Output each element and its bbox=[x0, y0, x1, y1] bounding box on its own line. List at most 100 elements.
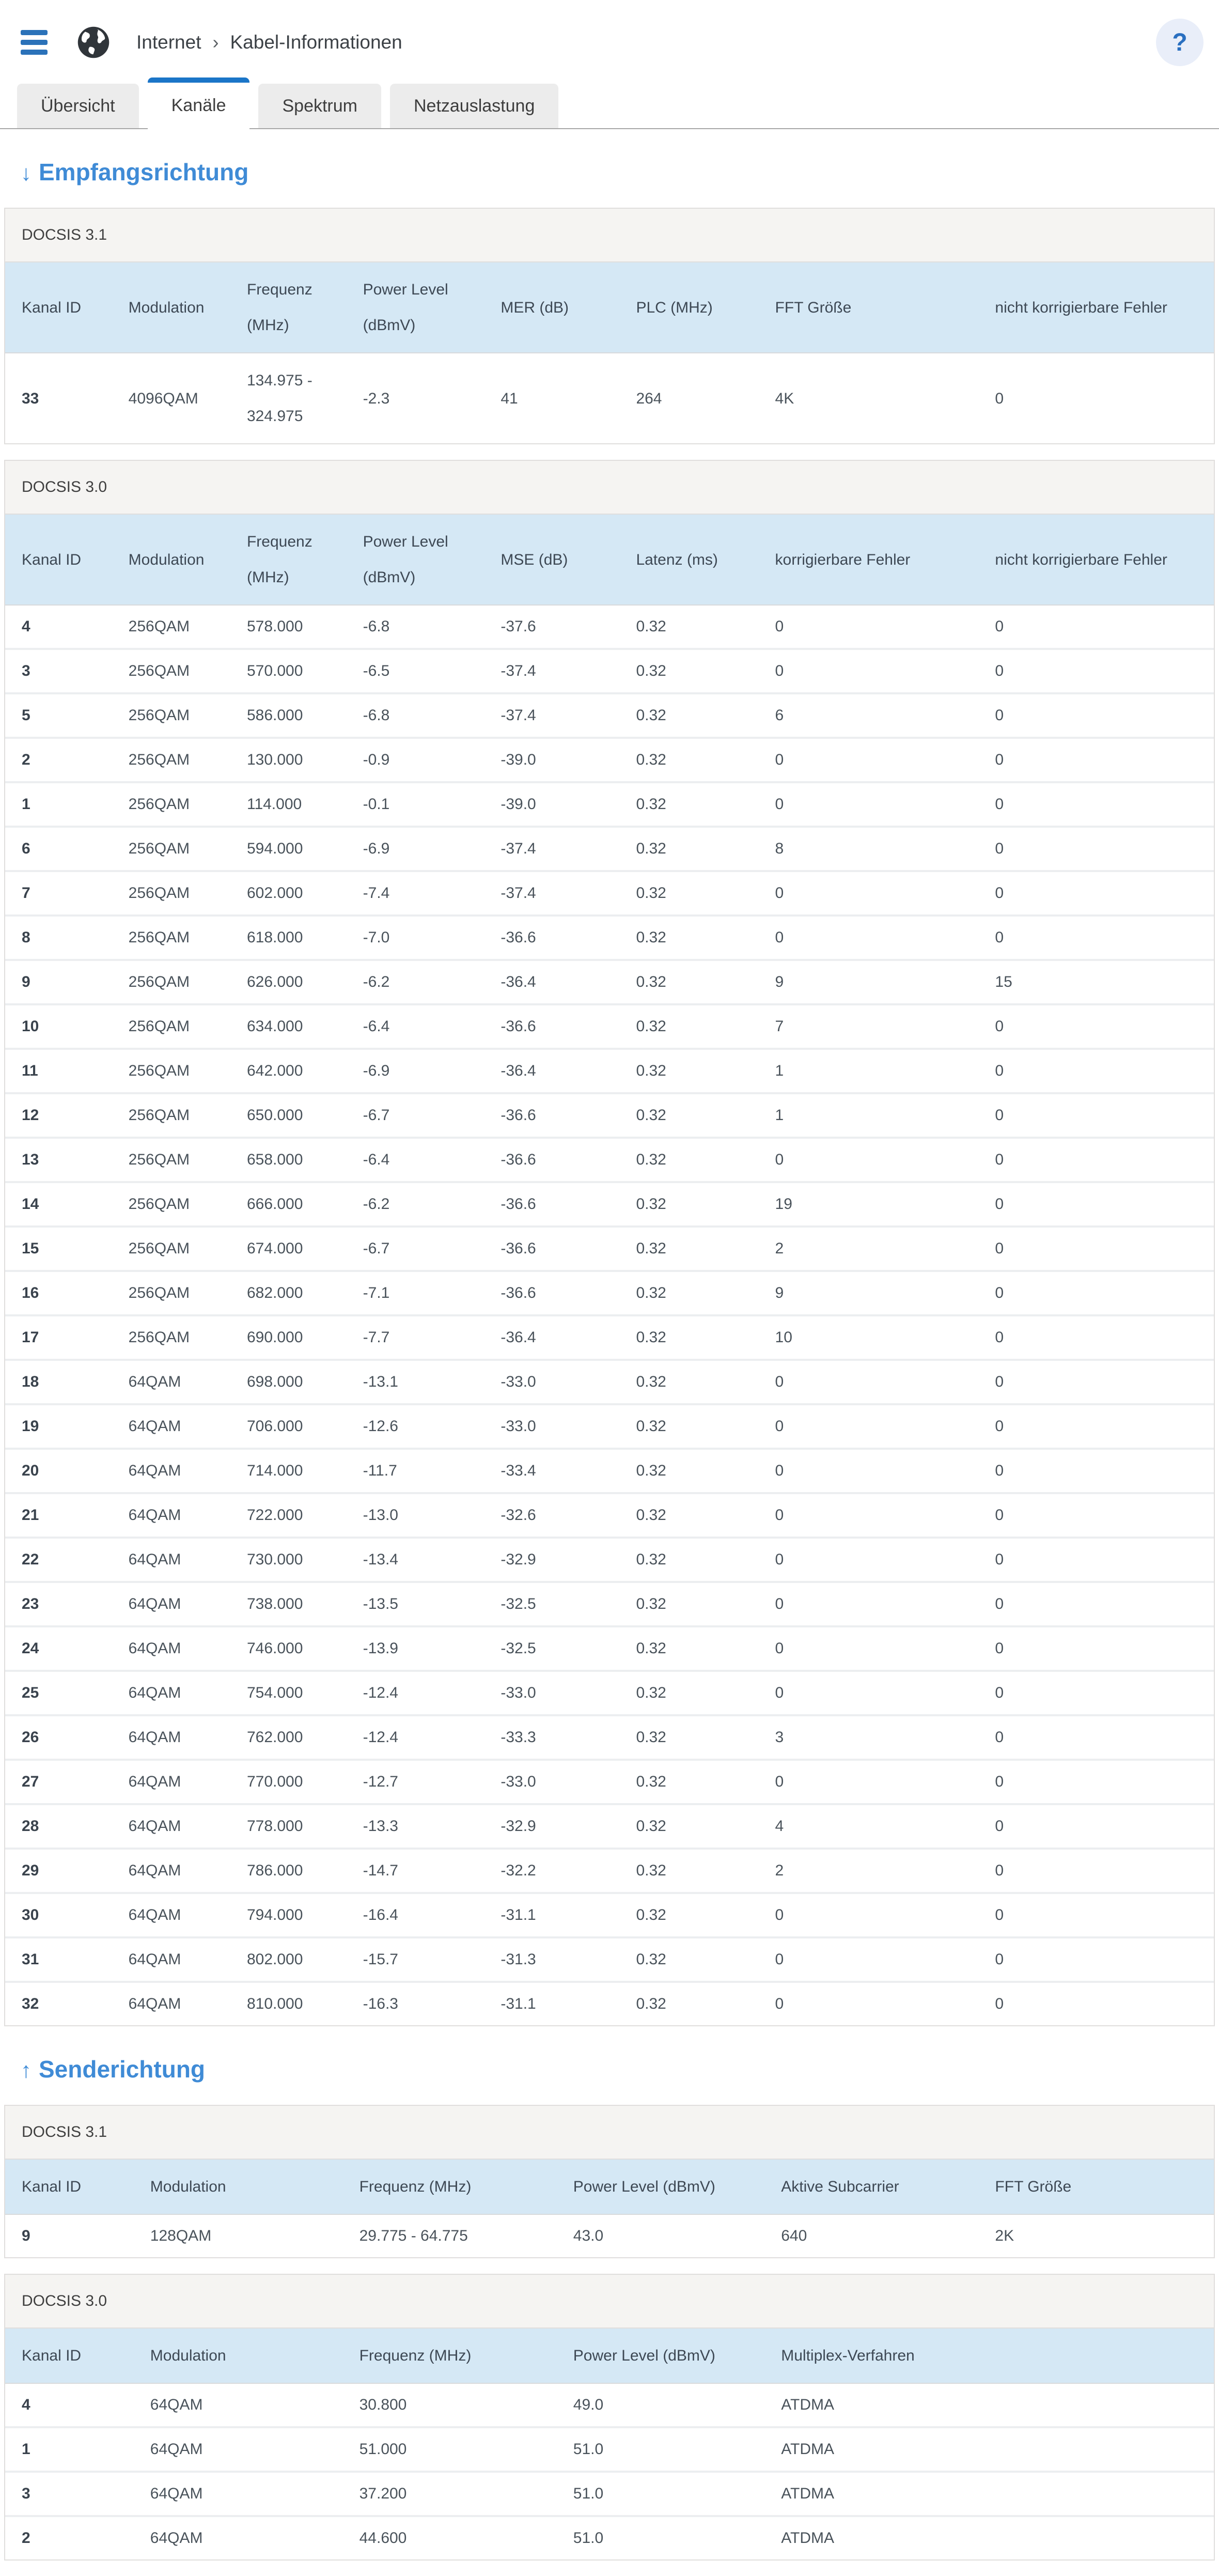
cell: 786.000 bbox=[246, 1848, 363, 1893]
table-row: 9 256QAM 626.000 -6.2 -36.4 0.32 9 15 bbox=[5, 959, 1214, 1004]
cell: 0 bbox=[995, 1048, 1214, 1093]
cell: 0.32 bbox=[636, 781, 775, 827]
cell: 6 bbox=[5, 826, 129, 871]
cell: -33.0 bbox=[501, 1670, 636, 1715]
channel-table: Kanal ID Modulation Frequenz (MHz) Power Le… bbox=[5, 515, 1214, 2025]
cell: 8 bbox=[5, 914, 129, 960]
table-row: 29 64QAM 786.000 -14.7 -32.2 0.32 2 0 bbox=[5, 1848, 1214, 1893]
column-header: Frequenz (MHz) bbox=[246, 515, 363, 605]
cell: -6.4 bbox=[363, 1137, 501, 1182]
cell: 9 bbox=[5, 959, 129, 1004]
cell: -7.4 bbox=[363, 870, 501, 915]
cell: 10 bbox=[775, 1314, 995, 1360]
cell: 30 bbox=[5, 1892, 129, 1937]
cell: 15 bbox=[5, 1225, 129, 1271]
cell: 28 bbox=[5, 1803, 129, 1849]
cell: 0 bbox=[995, 1981, 1214, 2025]
cell: -6.5 bbox=[363, 648, 501, 693]
cell: 64QAM bbox=[128, 1581, 247, 1626]
cell: 0 bbox=[995, 1537, 1214, 1582]
cell: 0 bbox=[775, 1892, 995, 1937]
cell: -36.6 bbox=[501, 1092, 636, 1138]
table-row: 12 256QAM 650.000 -6.7 -36.6 0.32 1 0 bbox=[5, 1092, 1214, 1138]
cell: 21 bbox=[5, 1492, 129, 1538]
table-row: 4 256QAM 578.000 -6.8 -37.6 0.32 0 0 bbox=[5, 604, 1214, 649]
cell: 594.000 bbox=[246, 826, 363, 871]
tab-spektrum[interactable]: Spektrum bbox=[258, 84, 381, 128]
cell: 0.32 bbox=[636, 1537, 775, 1582]
cell: -32.9 bbox=[501, 1803, 636, 1849]
column-header: FFT Größe bbox=[775, 262, 995, 353]
tab-netzauslastung[interactable]: Netzauslastung bbox=[389, 84, 559, 128]
column-header: Power Level (dBmV) bbox=[573, 2160, 782, 2214]
cell: 0 bbox=[995, 1359, 1214, 1404]
cell: -31.1 bbox=[501, 1892, 636, 1937]
cell: 11 bbox=[5, 1048, 129, 1093]
cell: -33.0 bbox=[501, 1359, 636, 1404]
table-card-docsis30-up: DOCSIS 3.0 Kanal ID Modulation Frequenz (MH… bbox=[4, 2274, 1215, 2561]
cell: 134.975 - 324.975 bbox=[246, 352, 363, 443]
column-header: korrigierbare Fehler bbox=[775, 515, 995, 605]
cell: 256QAM bbox=[128, 692, 247, 738]
cell: 570.000 bbox=[246, 648, 363, 693]
cell: 27 bbox=[5, 1759, 129, 1804]
tab-bar: Übersicht Kanäle Spektrum Netzauslastung bbox=[0, 76, 1219, 134]
cell: 0 bbox=[995, 1625, 1214, 1671]
cell: 0 bbox=[775, 1403, 995, 1449]
cell: 0 bbox=[995, 1759, 1214, 1804]
cell: 810.000 bbox=[246, 1981, 363, 2025]
cell: 0 bbox=[995, 1492, 1214, 1538]
cell: 0 bbox=[995, 1003, 1214, 1049]
cell: -6.9 bbox=[363, 826, 501, 871]
help-button[interactable]: ? bbox=[1156, 19, 1204, 66]
breadcrumb-internet[interactable]: Internet bbox=[136, 32, 201, 53]
content: ↓ Empfangsrichtung DOCSIS 3.1 Kanal ID Modul… bbox=[0, 158, 1219, 2561]
cell: 4K bbox=[775, 352, 995, 443]
cell: 1 bbox=[5, 781, 129, 827]
cell: 794.000 bbox=[246, 1892, 363, 1937]
cell: 5 bbox=[5, 692, 129, 738]
cell: -13.5 bbox=[363, 1581, 501, 1626]
cell: 22 bbox=[5, 1537, 129, 1582]
table-row: 28 64QAM 778.000 -13.3 -32.9 0.32 4 0 bbox=[5, 1803, 1214, 1849]
cell: ATDMA bbox=[781, 2383, 1214, 2427]
cell: 618.000 bbox=[246, 914, 363, 960]
cell: -13.0 bbox=[363, 1492, 501, 1538]
cell: 0 bbox=[995, 870, 1214, 915]
tab-label: Kanäle bbox=[171, 96, 226, 115]
column-header: Aktive Subcarrier bbox=[781, 2160, 995, 2214]
cell: 586.000 bbox=[246, 692, 363, 738]
column-header: Kanal ID bbox=[5, 515, 129, 605]
cell: -6.2 bbox=[363, 1181, 501, 1227]
section-heading-downstream: ↓ Empfangsrichtung bbox=[21, 158, 1219, 186]
cell: 256QAM bbox=[128, 1314, 247, 1360]
cell: 19 bbox=[5, 1403, 129, 1449]
cell: 0 bbox=[995, 352, 1214, 443]
cell: 114.000 bbox=[246, 781, 363, 827]
cell: -39.0 bbox=[501, 737, 636, 782]
menu-icon[interactable] bbox=[21, 30, 48, 55]
cell: 0 bbox=[995, 781, 1214, 827]
cell: 0 bbox=[775, 1537, 995, 1582]
cell: 256QAM bbox=[128, 826, 247, 871]
cell: 264 bbox=[636, 352, 775, 443]
column-header: Modulation bbox=[128, 515, 247, 605]
cell: 64QAM bbox=[150, 2515, 360, 2559]
cell: 37.200 bbox=[359, 2471, 573, 2516]
tab-kanäle[interactable]: Kanäle bbox=[147, 77, 250, 134]
cell: 51.000 bbox=[359, 2426, 573, 2472]
cell: 0 bbox=[775, 648, 995, 693]
cell: -36.4 bbox=[501, 959, 636, 1004]
cell: 3 bbox=[5, 2471, 150, 2516]
cell: 0 bbox=[995, 1670, 1214, 1715]
column-header: Frequenz (MHz) bbox=[246, 262, 363, 353]
cell: 0.32 bbox=[636, 870, 775, 915]
cell: 0 bbox=[995, 1803, 1214, 1849]
cell: 7 bbox=[5, 870, 129, 915]
tab-label: Spektrum bbox=[282, 96, 357, 116]
column-header: nicht korrigierbare Fehler bbox=[995, 515, 1214, 605]
tab-übersicht[interactable]: Übersicht bbox=[17, 84, 139, 128]
cell: 256QAM bbox=[128, 1270, 247, 1315]
cell: 0 bbox=[995, 692, 1214, 738]
tab-label: Übersicht bbox=[41, 96, 115, 116]
